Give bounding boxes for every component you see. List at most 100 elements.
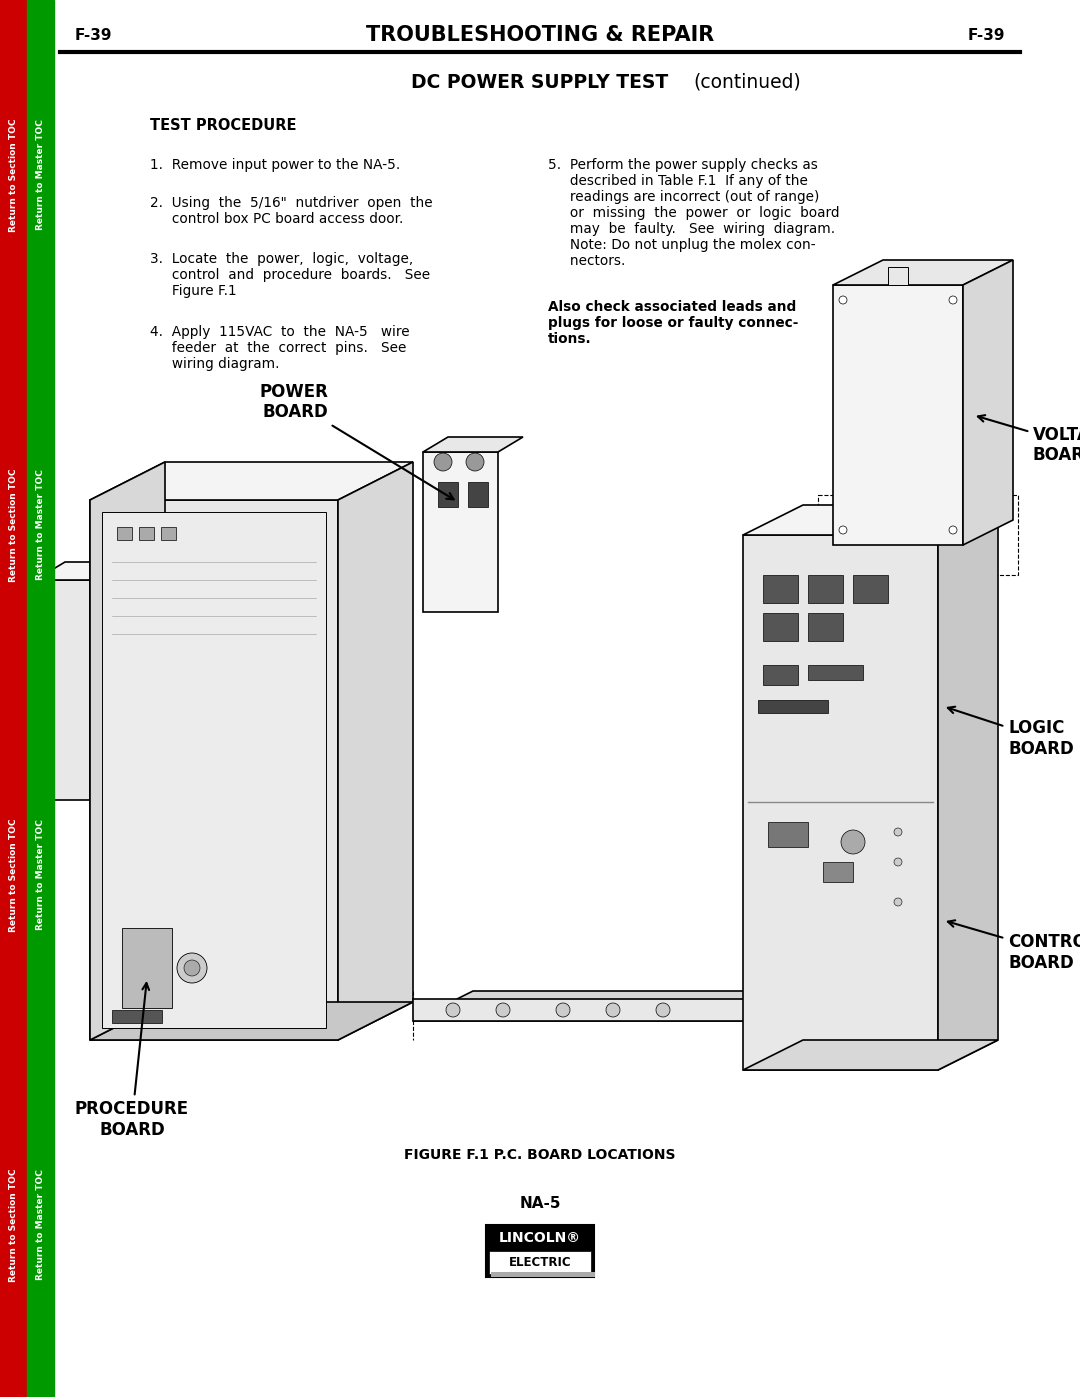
Circle shape — [839, 527, 847, 534]
Text: Return to Master TOC: Return to Master TOC — [36, 1169, 45, 1281]
Circle shape — [496, 1003, 510, 1017]
Text: (continued): (continued) — [693, 73, 800, 91]
Text: tions.: tions. — [548, 332, 592, 346]
Text: Also check associated leads and: Also check associated leads and — [548, 300, 796, 314]
Bar — [489, 1250, 591, 1274]
Text: nectors.: nectors. — [548, 254, 625, 268]
Circle shape — [841, 830, 865, 854]
Polygon shape — [468, 482, 488, 507]
Text: readings are incorrect (out of range): readings are incorrect (out of range) — [548, 190, 820, 204]
Text: Figure F.1: Figure F.1 — [150, 284, 237, 298]
Polygon shape — [758, 700, 828, 712]
Polygon shape — [90, 1002, 413, 1039]
Polygon shape — [823, 862, 853, 882]
Text: TROUBLESHOOTING & REPAIR: TROUBLESHOOTING & REPAIR — [366, 25, 714, 45]
Polygon shape — [122, 928, 172, 1009]
Polygon shape — [853, 576, 888, 604]
Polygon shape — [90, 562, 120, 800]
Text: VOLTAGE
BOARD: VOLTAGE BOARD — [977, 415, 1080, 464]
Circle shape — [446, 1003, 460, 1017]
Text: F-39: F-39 — [75, 28, 112, 42]
Text: or  missing  the  power  or  logic  board: or missing the power or logic board — [548, 205, 839, 219]
Circle shape — [606, 1003, 620, 1017]
Polygon shape — [423, 453, 498, 612]
Polygon shape — [35, 562, 120, 580]
Text: plugs for loose or faulty connec-: plugs for loose or faulty connec- — [548, 316, 798, 330]
Polygon shape — [963, 260, 1013, 545]
Polygon shape — [117, 527, 132, 541]
Text: Return to Section TOC: Return to Section TOC — [9, 119, 18, 232]
Circle shape — [894, 898, 902, 907]
Circle shape — [465, 453, 484, 471]
Bar — [27, 0, 54, 1397]
Text: 1.  Remove input power to the NA-5.: 1. Remove input power to the NA-5. — [150, 158, 401, 172]
Circle shape — [177, 953, 207, 983]
Polygon shape — [139, 527, 154, 541]
Text: POWER
BOARD: POWER BOARD — [259, 383, 454, 499]
Bar — [486, 1225, 594, 1277]
Polygon shape — [833, 285, 963, 545]
Text: feeder  at  the  correct  pins.   See: feeder at the correct pins. See — [150, 341, 406, 355]
Polygon shape — [888, 267, 908, 285]
Text: control box PC board access door.: control box PC board access door. — [150, 212, 403, 226]
Text: Return to Section TOC: Return to Section TOC — [9, 819, 18, 932]
Polygon shape — [743, 535, 939, 1070]
Text: described in Table F.1  If any of the: described in Table F.1 If any of the — [548, 175, 808, 189]
Text: wiring diagram.: wiring diagram. — [150, 358, 280, 372]
Text: Return to Section TOC: Return to Section TOC — [9, 1168, 18, 1282]
Polygon shape — [338, 462, 413, 1039]
Circle shape — [949, 296, 957, 305]
Polygon shape — [438, 482, 458, 507]
Polygon shape — [743, 504, 998, 535]
Polygon shape — [808, 665, 863, 680]
Circle shape — [839, 296, 847, 305]
Bar — [0, 0, 27, 1397]
Polygon shape — [112, 1010, 162, 1023]
Polygon shape — [161, 527, 176, 541]
Text: Return to Master TOC: Return to Master TOC — [36, 820, 45, 930]
Text: 5.  Perform the power supply checks as: 5. Perform the power supply checks as — [548, 158, 818, 172]
Circle shape — [434, 453, 453, 471]
Polygon shape — [413, 999, 753, 1021]
Circle shape — [894, 828, 902, 835]
Text: control  and  procedure  boards.   See: control and procedure boards. See — [150, 268, 430, 282]
Text: PROCEDURE
BOARD: PROCEDURE BOARD — [75, 983, 189, 1139]
Text: 3.  Locate  the  power,  logic,  voltage,: 3. Locate the power, logic, voltage, — [150, 251, 414, 265]
Polygon shape — [768, 821, 808, 847]
Text: CONTROL
BOARD: CONTROL BOARD — [948, 921, 1080, 972]
Circle shape — [656, 1003, 670, 1017]
Text: TEST PROCEDURE: TEST PROCEDURE — [150, 117, 297, 133]
Text: FIGURE F.1 P.C. BOARD LOCATIONS: FIGURE F.1 P.C. BOARD LOCATIONS — [404, 1148, 676, 1162]
Text: may  be  faulty.   See  wiring  diagram.: may be faulty. See wiring diagram. — [548, 222, 835, 236]
Polygon shape — [808, 576, 843, 604]
Text: NA-5: NA-5 — [519, 1196, 561, 1210]
Polygon shape — [808, 613, 843, 641]
Polygon shape — [743, 1039, 998, 1070]
Circle shape — [949, 527, 957, 534]
Text: F-39: F-39 — [968, 28, 1005, 42]
Text: LOGIC
BOARD: LOGIC BOARD — [948, 707, 1074, 757]
Text: 2.  Using  the  5/16"  nutdriver  open  the: 2. Using the 5/16" nutdriver open the — [150, 196, 433, 210]
Text: Return to Master TOC: Return to Master TOC — [36, 120, 45, 231]
Text: DC POWER SUPPLY TEST: DC POWER SUPPLY TEST — [411, 73, 669, 91]
Bar — [491, 1273, 595, 1277]
Text: ELECTRIC: ELECTRIC — [509, 1256, 571, 1270]
Text: LINCOLN®: LINCOLN® — [499, 1231, 581, 1245]
Circle shape — [556, 1003, 570, 1017]
Polygon shape — [762, 613, 798, 641]
Text: 4.  Apply  115VAC  to  the  NA-5   wire: 4. Apply 115VAC to the NA-5 wire — [150, 326, 409, 339]
Polygon shape — [423, 437, 523, 453]
Circle shape — [184, 960, 200, 977]
Polygon shape — [413, 990, 813, 1021]
Text: Return to Section TOC: Return to Section TOC — [9, 468, 18, 581]
Polygon shape — [90, 462, 413, 500]
Polygon shape — [762, 665, 798, 685]
Polygon shape — [102, 511, 326, 1028]
Text: Return to Master TOC: Return to Master TOC — [36, 469, 45, 580]
Text: Note: Do not unplug the molex con-: Note: Do not unplug the molex con- — [548, 237, 815, 251]
Circle shape — [894, 858, 902, 866]
Polygon shape — [90, 500, 338, 1039]
Polygon shape — [939, 504, 998, 1070]
Polygon shape — [833, 260, 1013, 285]
Polygon shape — [762, 576, 798, 604]
